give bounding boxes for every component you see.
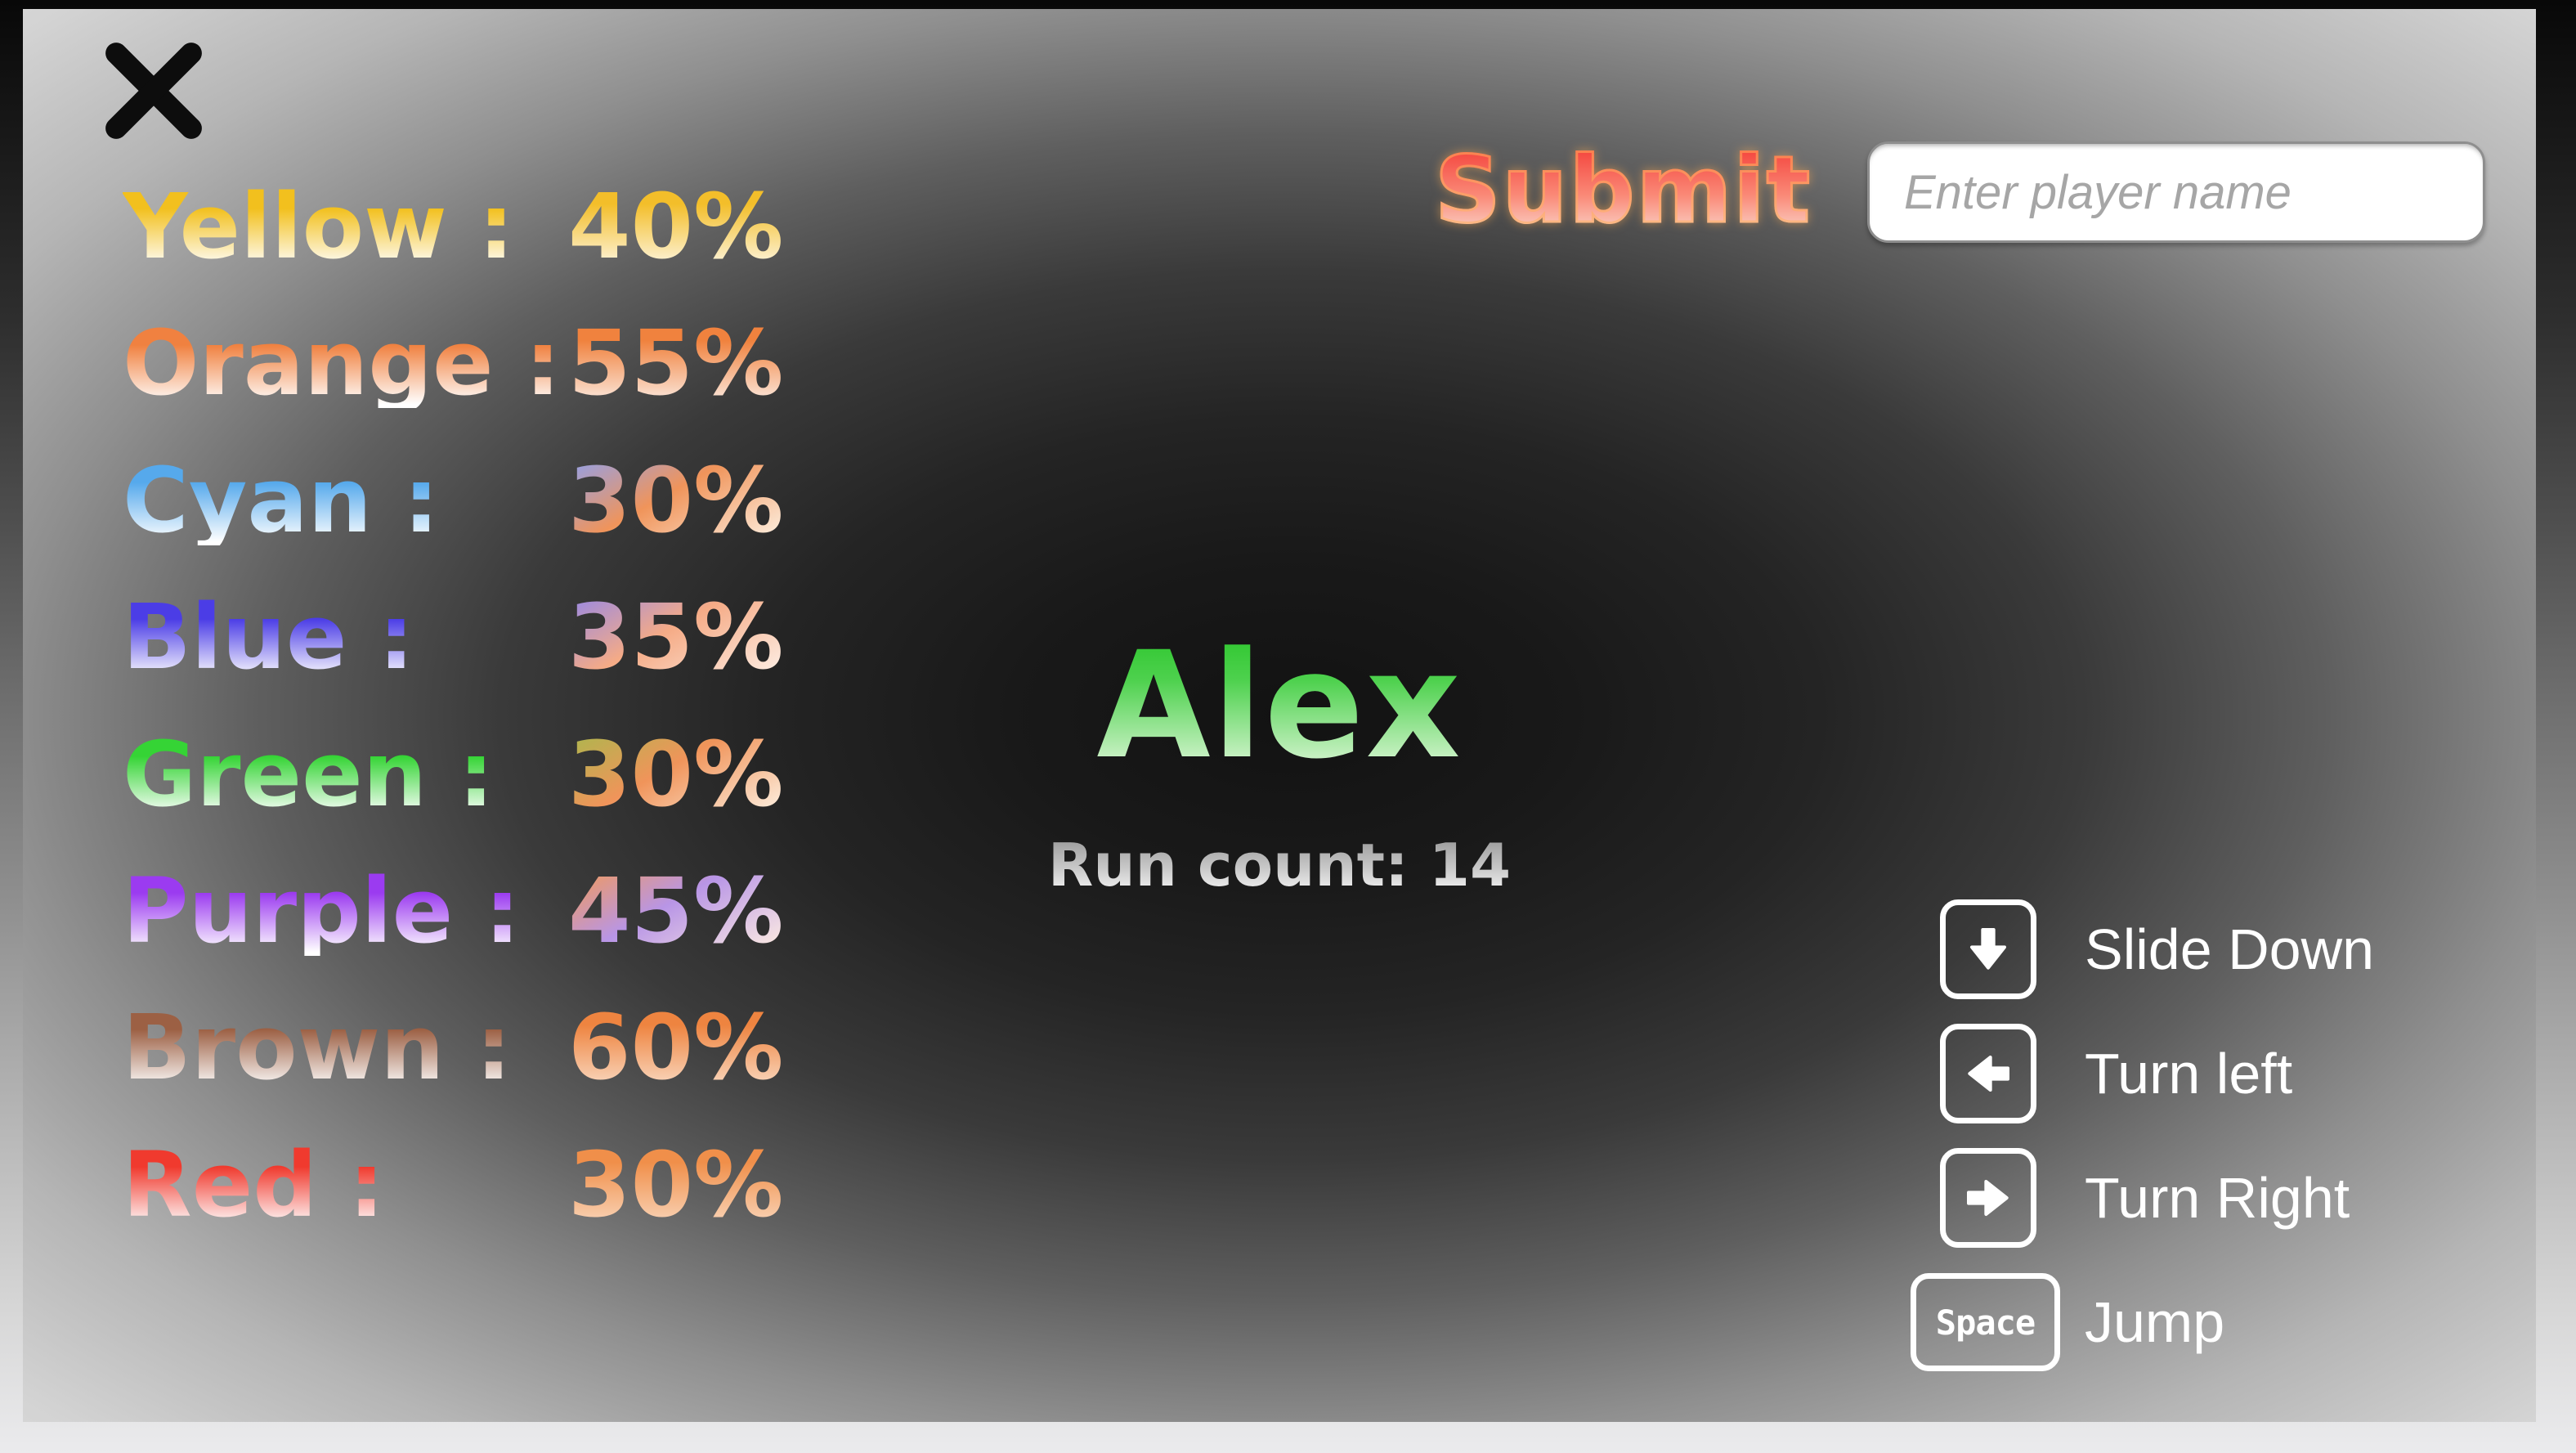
space-key-icon: Space bbox=[1911, 1273, 2060, 1371]
stat-row-purple: Purple :45% bbox=[123, 866, 783, 1002]
stat-value: 45% bbox=[568, 858, 784, 963]
stat-row-green: Green :30% bbox=[123, 729, 783, 866]
run-count-label: Run count: bbox=[1047, 831, 1409, 899]
player-name-input[interactable] bbox=[1867, 141, 2485, 243]
control-row-jump: Space Jump bbox=[1911, 1260, 2532, 1384]
player-name: Alex bbox=[1096, 621, 1463, 792]
game-overlay-canvas: Yellow :40% Orange :55% Cyan :30% Blue :35%… bbox=[23, 9, 2536, 1422]
stat-name: Green : bbox=[123, 729, 568, 819]
stat-name: Red : bbox=[123, 1140, 568, 1230]
control-label: Turn Right bbox=[2085, 1166, 2350, 1230]
stat-value: 30% bbox=[568, 1132, 784, 1237]
stat-name: Orange : bbox=[123, 318, 568, 408]
stat-name: Purple : bbox=[123, 866, 568, 956]
stat-value: 40% bbox=[568, 174, 784, 279]
control-label: Slide Down bbox=[2085, 917, 2375, 981]
stat-value: 60% bbox=[568, 995, 784, 1101]
control-label: Turn left bbox=[2085, 1042, 2293, 1105]
stat-row-red: Red :30% bbox=[123, 1140, 783, 1276]
stat-value: 55% bbox=[568, 311, 784, 416]
stat-row-brown: Brown :60% bbox=[123, 1002, 783, 1139]
close-icon bbox=[105, 43, 202, 139]
stats-list: Yellow :40% Orange :55% Cyan :30% Blue :35%… bbox=[123, 182, 783, 1276]
stat-name: Cyan : bbox=[123, 455, 568, 545]
stat-row-orange: Orange :55% bbox=[123, 318, 783, 455]
stat-row-yellow: Yellow :40% bbox=[123, 182, 783, 318]
stat-value: 35% bbox=[568, 585, 784, 690]
stat-row-blue: Blue :35% bbox=[123, 592, 783, 729]
control-label: Jump bbox=[2085, 1290, 2225, 1354]
control-row-turn-left: Turn left bbox=[1911, 1011, 2532, 1136]
left-arrow-key-icon bbox=[1940, 1024, 2036, 1123]
stat-value: 30% bbox=[568, 721, 784, 827]
stat-name: Brown : bbox=[123, 1002, 568, 1092]
stat-value: 30% bbox=[568, 447, 784, 553]
right-arrow-key-icon bbox=[1940, 1148, 2036, 1248]
stat-name: Yellow : bbox=[123, 182, 568, 271]
space-key-label: Space bbox=[1935, 1302, 2036, 1343]
submit-button[interactable]: Submit bbox=[1433, 137, 1812, 245]
stat-name: Blue : bbox=[123, 592, 568, 682]
controls-legend: Slide Down Turn left Turn Right Space Jump bbox=[1911, 887, 2532, 1384]
close-button[interactable] bbox=[101, 40, 206, 141]
stat-row-cyan: Cyan :30% bbox=[123, 455, 783, 592]
control-row-slide-down: Slide Down bbox=[1911, 887, 2532, 1011]
down-arrow-key-icon bbox=[1940, 899, 2036, 999]
control-row-turn-right: Turn Right bbox=[1911, 1136, 2532, 1260]
run-count-value: 14 bbox=[1428, 831, 1512, 899]
